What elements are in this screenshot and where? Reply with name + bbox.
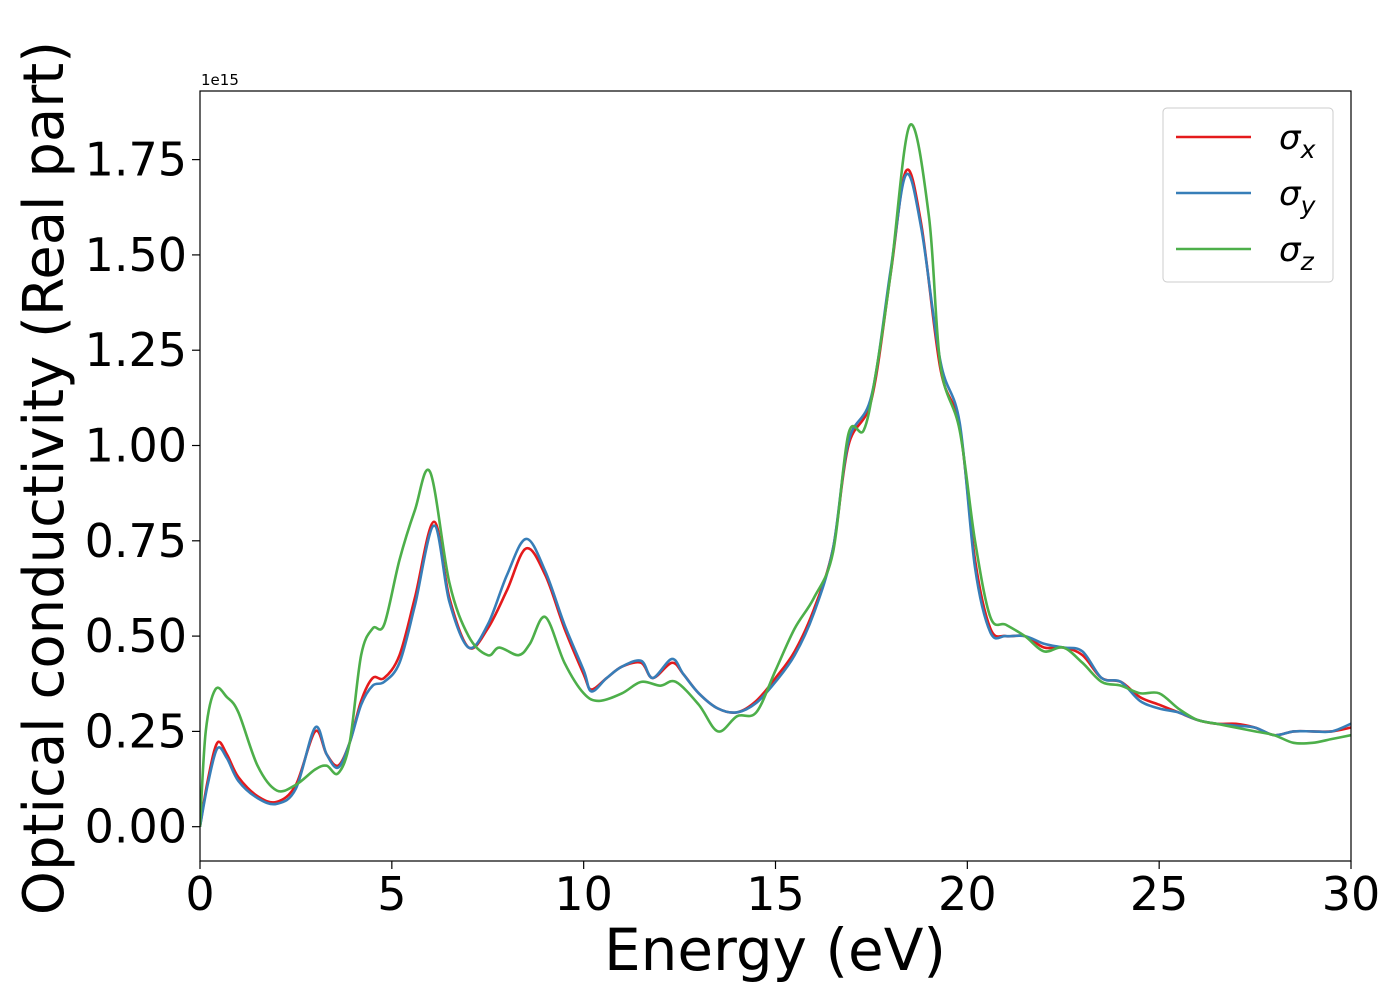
x-axis-label: Energy (eV) [604,916,946,984]
x-tick-label: 5 [377,867,406,921]
axis-layer: 0 5 10 15 20 25 30 0.00 0.25 0.50 0.75 1.00 1.25 1.50… [85,133,1381,921]
y-tick-label: 0.00 [85,800,187,854]
y-tick-label: 1.75 [85,133,187,187]
y-tick-label: 0.75 [85,514,187,568]
series-line-sigma-y [200,172,1351,827]
y-tick-label: 0.25 [85,704,187,758]
series-layer [200,123,1351,827]
legend-label-subscript: x [1300,135,1316,164]
y-tick-label: 1.50 [85,228,187,282]
y-tick-label: 0.50 [85,609,187,663]
legend-label-subscript: y [1300,191,1317,220]
y-tick-label: 1.25 [85,323,187,377]
y-axis-offset-text: 1e15 [201,71,239,89]
x-tick-label: 0 [185,867,214,921]
x-tick-label: 30 [1322,867,1381,921]
plot-area-frame [199,90,1352,862]
legend-label-subscript: z [1300,247,1315,276]
x-tick-label: 15 [746,867,805,921]
legend-frame [1162,107,1334,283]
y-axis-label: Optical conductivity (Real part) [12,41,77,915]
x-tick-label: 10 [554,867,613,921]
series-line-sigma-z [200,123,1351,827]
y-tick-label: 1.00 [85,419,187,473]
x-tick-label: 20 [938,867,997,921]
x-tick-label: 25 [1130,867,1189,921]
